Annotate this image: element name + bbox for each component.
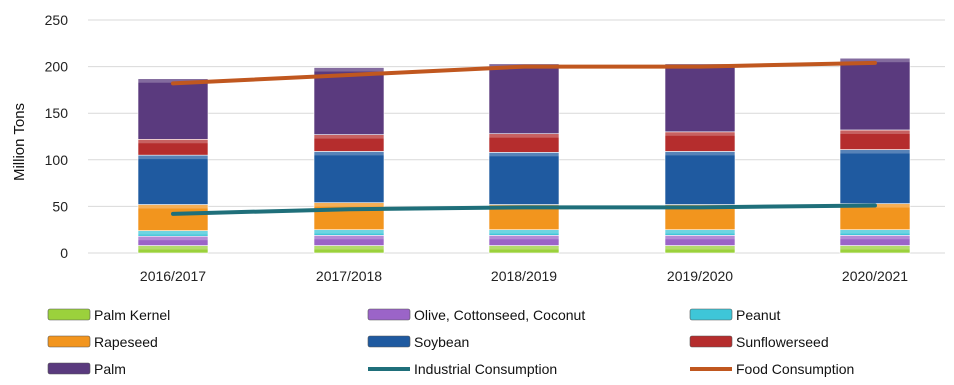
- bar-highlight: [138, 78, 208, 83]
- legend-item: Peanut: [689, 307, 780, 323]
- bar-highlight: [314, 151, 384, 156]
- bar-stack: [664, 63, 736, 254]
- bar-highlight: [665, 131, 735, 136]
- x-tick-label: 2016/2017: [140, 268, 206, 284]
- bar-segment: [313, 67, 385, 135]
- bar-highlight: [314, 202, 384, 207]
- legend-label: Peanut: [736, 307, 780, 323]
- legend-label: Palm: [94, 361, 126, 377]
- legend-swatch: [689, 335, 733, 348]
- legend-swatch: [367, 308, 411, 321]
- bar-highlight: [138, 155, 208, 160]
- bar-highlight: [314, 67, 384, 72]
- legend-item: Industrial Consumption: [368, 361, 557, 377]
- bar-highlight: [489, 245, 559, 250]
- bar-highlight: [489, 152, 559, 157]
- y-tick-label: 100: [45, 152, 69, 168]
- bar-highlight: [314, 245, 384, 250]
- bar-highlight: [314, 229, 384, 234]
- bar-highlight: [138, 139, 208, 144]
- series-line: [171, 60, 877, 86]
- legend: Palm Kernel Olive, Cottonseed, Coconut Pea…: [47, 307, 854, 377]
- bar-segment: [839, 203, 911, 231]
- legend-item: Palm: [47, 361, 126, 377]
- x-tick-label: 2019/2020: [667, 268, 733, 284]
- bar-segment: [313, 151, 385, 203]
- bar-highlight: [840, 129, 910, 134]
- legend-swatch: [47, 335, 91, 348]
- legend-item: Food Consumption: [690, 361, 854, 377]
- legend-label: Food Consumption: [736, 361, 854, 377]
- lines: [171, 60, 877, 216]
- bar-highlight: [665, 229, 735, 234]
- bar-segment: [313, 202, 385, 230]
- bar-highlight: [314, 235, 384, 240]
- bar-highlight: [840, 149, 910, 154]
- bar-stack: [313, 67, 385, 254]
- y-tick-label: 250: [45, 12, 69, 28]
- bar-highlight: [138, 236, 208, 241]
- y-tick-label: 50: [52, 198, 68, 214]
- legend-item: Sunflowerseed: [689, 334, 829, 350]
- y-axis-label: Million Tons: [11, 103, 28, 181]
- bar-highlight: [489, 133, 559, 138]
- legend-swatch: [689, 308, 733, 321]
- legend-label: Rapeseed: [94, 334, 158, 350]
- x-axis: 2016/2017 2017/2018 2018/2019 2019/2020 2020…: [140, 268, 908, 284]
- bar-highlight: [665, 245, 735, 250]
- legend-item: Palm Kernel: [47, 307, 170, 323]
- legend-label: Olive, Cottonseed, Coconut: [414, 307, 585, 323]
- legend-item: Soybean: [367, 334, 469, 350]
- bar-highlight: [138, 245, 208, 250]
- x-tick-label: 2020/2021: [842, 268, 908, 284]
- bar-highlight: [665, 151, 735, 156]
- bar-highlight: [840, 245, 910, 250]
- legend-item: Olive, Cottonseed, Coconut: [367, 307, 585, 323]
- y-tick-label: 0: [60, 245, 68, 261]
- y-tick-label: 150: [45, 105, 69, 121]
- bar-highlight: [138, 204, 208, 209]
- bar-stack: [839, 57, 911, 254]
- bar-highlight: [314, 134, 384, 139]
- bar-segment: [839, 57, 911, 131]
- bar-highlight: [489, 235, 559, 240]
- legend-label: Industrial Consumption: [414, 361, 557, 377]
- bar-segment: [137, 154, 209, 205]
- legend-label: Soybean: [414, 334, 469, 350]
- bars: [137, 57, 911, 254]
- bar-stack: [488, 63, 560, 254]
- x-tick-label: 2018/2019: [491, 268, 557, 284]
- bar-segment: [137, 78, 209, 140]
- bar-stack: [137, 78, 209, 254]
- bar-segment: [664, 63, 736, 133]
- legend-label: Palm Kernel: [94, 307, 170, 323]
- bar-highlight: [138, 230, 208, 235]
- legend-swatch: [47, 308, 91, 321]
- legend-item: Rapeseed: [47, 334, 158, 350]
- y-tick-label: 200: [45, 59, 69, 75]
- bar-highlight: [489, 229, 559, 234]
- bar-highlight: [840, 229, 910, 234]
- bar-segment: [137, 204, 209, 231]
- bar-segment: [488, 152, 560, 205]
- bar-highlight: [840, 235, 910, 240]
- x-tick-label: 2017/2018: [316, 268, 382, 284]
- bar-segment: [488, 63, 560, 135]
- bar-segment: [664, 151, 736, 205]
- y-axis: 0 50 100 150 200 250: [45, 12, 69, 261]
- series-line: [171, 203, 877, 216]
- bar-segment: [839, 149, 911, 204]
- legend-swatch: [47, 362, 91, 375]
- bar-highlight: [665, 235, 735, 240]
- legend-label: Sunflowerseed: [736, 334, 829, 350]
- legend-swatch: [367, 335, 411, 348]
- bar-highlight: [840, 58, 910, 63]
